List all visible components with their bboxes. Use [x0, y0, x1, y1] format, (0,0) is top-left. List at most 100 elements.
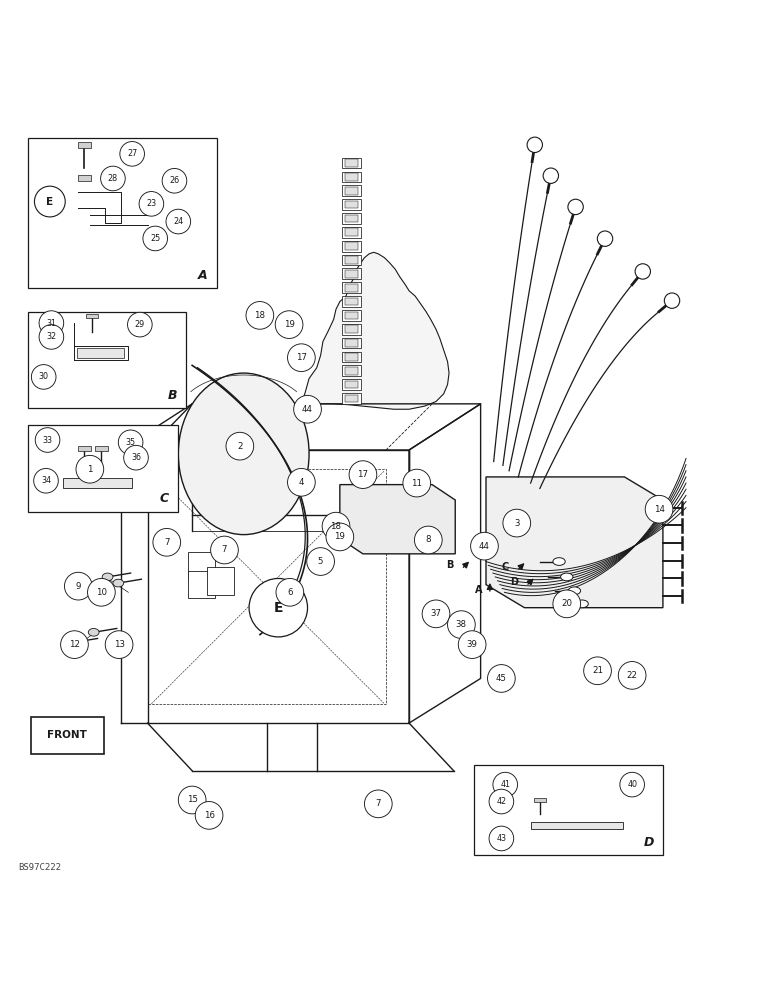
- Bar: [342, 379, 361, 390]
- Circle shape: [527, 137, 543, 153]
- Circle shape: [287, 344, 315, 372]
- Bar: [345, 284, 357, 292]
- Ellipse shape: [178, 373, 309, 535]
- Text: 39: 39: [467, 640, 478, 649]
- Circle shape: [195, 802, 223, 829]
- Text: 23: 23: [147, 199, 157, 208]
- Bar: [342, 282, 361, 293]
- Text: 25: 25: [150, 234, 161, 243]
- Bar: [345, 159, 357, 167]
- Text: 42: 42: [496, 797, 506, 806]
- Circle shape: [287, 468, 315, 496]
- Bar: [475, 765, 663, 855]
- Text: E: E: [273, 601, 283, 615]
- Circle shape: [293, 395, 321, 423]
- Text: 34: 34: [41, 476, 51, 485]
- Ellipse shape: [568, 587, 581, 595]
- Circle shape: [364, 790, 392, 818]
- Bar: [345, 325, 357, 333]
- Ellipse shape: [560, 573, 573, 581]
- Circle shape: [665, 293, 679, 308]
- Text: 19: 19: [283, 320, 294, 329]
- Polygon shape: [301, 252, 449, 409]
- Bar: [78, 142, 90, 148]
- Text: 21: 21: [592, 666, 603, 675]
- Circle shape: [422, 600, 450, 628]
- Circle shape: [124, 445, 148, 470]
- Circle shape: [489, 789, 513, 814]
- Bar: [345, 187, 357, 195]
- Circle shape: [349, 461, 377, 488]
- Bar: [78, 446, 90, 451]
- Text: 8: 8: [425, 535, 431, 544]
- Circle shape: [448, 611, 476, 638]
- Circle shape: [139, 192, 164, 216]
- Bar: [188, 571, 215, 598]
- Bar: [29, 312, 186, 408]
- Bar: [342, 365, 361, 376]
- Bar: [342, 172, 361, 182]
- Circle shape: [489, 826, 513, 851]
- Bar: [345, 242, 357, 250]
- Circle shape: [635, 264, 651, 279]
- Circle shape: [618, 662, 646, 689]
- Ellipse shape: [102, 573, 113, 581]
- Text: C: C: [502, 562, 509, 572]
- Circle shape: [276, 311, 303, 338]
- Bar: [63, 478, 132, 488]
- Circle shape: [87, 578, 115, 606]
- Bar: [342, 338, 361, 348]
- Circle shape: [100, 166, 125, 191]
- Text: 27: 27: [127, 149, 137, 158]
- Bar: [342, 310, 361, 321]
- Polygon shape: [486, 477, 663, 608]
- Circle shape: [35, 186, 66, 217]
- Text: 9: 9: [76, 582, 81, 591]
- Bar: [345, 173, 357, 181]
- Text: BS97C222: BS97C222: [19, 863, 61, 872]
- Text: 26: 26: [169, 176, 180, 185]
- Circle shape: [249, 578, 307, 637]
- Circle shape: [211, 536, 239, 564]
- Text: 18: 18: [254, 311, 266, 320]
- Text: 40: 40: [627, 780, 637, 789]
- Text: 6: 6: [287, 588, 293, 597]
- Bar: [342, 296, 361, 307]
- Circle shape: [415, 526, 442, 554]
- Text: 37: 37: [431, 609, 442, 618]
- Circle shape: [471, 532, 498, 560]
- Circle shape: [503, 509, 530, 537]
- Text: 45: 45: [496, 674, 507, 683]
- Circle shape: [34, 468, 59, 493]
- Bar: [342, 393, 361, 404]
- Text: D: D: [510, 577, 519, 587]
- Bar: [342, 352, 361, 362]
- Bar: [342, 185, 361, 196]
- Circle shape: [127, 312, 152, 337]
- Circle shape: [584, 657, 611, 685]
- Circle shape: [32, 365, 56, 389]
- Circle shape: [178, 786, 206, 814]
- Circle shape: [553, 590, 581, 618]
- Text: 15: 15: [187, 795, 198, 804]
- Ellipse shape: [113, 579, 124, 587]
- Circle shape: [403, 469, 431, 497]
- Text: 44: 44: [479, 542, 490, 551]
- Ellipse shape: [553, 558, 565, 565]
- Text: 18: 18: [330, 522, 341, 531]
- Circle shape: [118, 430, 143, 455]
- Bar: [345, 215, 357, 222]
- Bar: [345, 353, 357, 361]
- Text: 19: 19: [334, 532, 345, 541]
- Bar: [345, 256, 357, 264]
- Circle shape: [598, 231, 613, 246]
- Text: C: C: [160, 492, 169, 505]
- Text: 29: 29: [135, 320, 145, 329]
- Bar: [342, 199, 361, 210]
- Bar: [342, 227, 361, 238]
- Circle shape: [61, 631, 88, 658]
- Circle shape: [493, 772, 517, 797]
- Circle shape: [543, 168, 558, 183]
- Bar: [342, 255, 361, 265]
- Text: A: A: [475, 585, 482, 595]
